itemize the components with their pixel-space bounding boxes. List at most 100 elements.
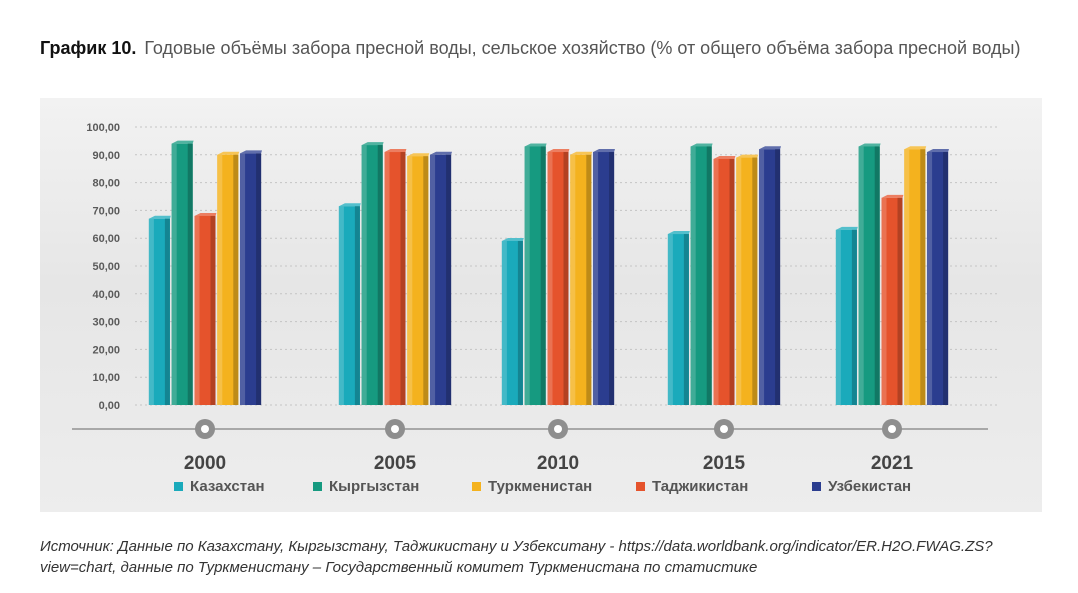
bar — [736, 154, 759, 405]
bar-shadow — [706, 146, 712, 405]
bar-highlight — [593, 152, 599, 405]
y-tick-label: 90,00 — [92, 150, 120, 162]
bar-top — [240, 150, 262, 154]
bar-shadow — [586, 154, 592, 405]
bar-highlight — [881, 197, 887, 405]
bar-shadow — [897, 197, 903, 405]
bar-front — [171, 143, 193, 405]
bar-shadow — [920, 149, 926, 405]
bar-top — [171, 140, 194, 144]
bar-highlight — [835, 229, 841, 405]
y-tick-label: 60,00 — [92, 233, 120, 245]
bar-shadow — [423, 156, 429, 405]
bar-highlight — [148, 218, 154, 405]
bar — [217, 151, 240, 405]
bar — [835, 226, 858, 405]
source-note: Источник: Данные по Казахстану, Кыргызст… — [40, 538, 993, 576]
y-tick-label: 10,00 — [92, 372, 120, 384]
legend-item: Казахстан — [174, 478, 265, 495]
bar-shadow — [683, 234, 689, 405]
bar-shadow — [563, 152, 569, 405]
bar-shadow — [752, 157, 758, 405]
bar-top — [501, 237, 524, 241]
bar-front — [407, 156, 429, 405]
bar-front — [881, 197, 903, 405]
chart-title-block: График 10. Годовые объёмы забора пресной … — [40, 36, 1050, 60]
bar — [547, 149, 570, 405]
bar — [667, 231, 690, 405]
bar-shadow — [164, 218, 170, 405]
bar — [407, 153, 430, 405]
bar — [338, 203, 361, 405]
legend-label: Казахстан — [190, 478, 265, 495]
bar-highlight — [858, 146, 864, 405]
x-tick-label: 2000 — [184, 453, 226, 474]
legend-item: Кыргызстан — [313, 478, 419, 495]
bar-front — [148, 218, 170, 405]
axis-marker-inner — [554, 425, 562, 433]
bar-highlight — [667, 234, 673, 405]
axis-marker — [882, 419, 902, 439]
bar-front — [690, 146, 712, 405]
legend: Казахстан Кыргызстан Туркменистан Таджикист… — [174, 478, 911, 495]
bar — [240, 150, 262, 405]
chart-panel: 0,00 10,00 20,00 30,00 40,00 50,00 60,00 70,00 8… — [40, 98, 1042, 512]
y-tick-label: 30,00 — [92, 317, 120, 329]
legend-swatch — [472, 482, 481, 491]
bar — [927, 149, 949, 405]
bar-front — [194, 215, 216, 405]
bar-top — [407, 153, 430, 157]
bar — [690, 143, 713, 405]
bar — [858, 143, 881, 405]
bar-highlight — [759, 149, 765, 405]
legend-swatch — [636, 482, 645, 491]
bar-shadow — [851, 229, 857, 405]
bar-front — [338, 206, 360, 405]
bar — [430, 151, 452, 405]
axis-marker-inner — [391, 425, 399, 433]
bar-highlight — [194, 215, 200, 405]
bar-top — [713, 155, 736, 159]
axis-marker-inner — [720, 425, 728, 433]
bar-shadow — [187, 143, 193, 405]
bar-front — [759, 149, 781, 405]
x-axis-ticks: 2000 2005 2010 2015 2021 — [184, 453, 914, 474]
bar-top — [667, 231, 690, 235]
axis-marker — [195, 419, 215, 439]
bar-top — [759, 146, 781, 150]
bar — [148, 215, 171, 405]
bar-shadow — [609, 152, 615, 405]
bar-top — [927, 149, 949, 153]
bar-highlight — [501, 240, 507, 405]
figure-label: График 10. — [40, 38, 137, 58]
y-tick-label: 40,00 — [92, 289, 120, 301]
bar-highlight — [690, 146, 696, 405]
bar-front — [217, 154, 239, 405]
bar-front — [835, 229, 857, 405]
x-tick-label: 2015 — [703, 453, 746, 474]
bar-front — [361, 145, 383, 405]
legend-label: Кыргызстан — [329, 478, 419, 495]
bar-top — [524, 143, 547, 147]
bar-highlight — [927, 152, 933, 405]
bar-top — [835, 226, 858, 230]
x-axis — [72, 419, 988, 439]
bar-front — [430, 154, 452, 405]
bar-highlight — [713, 158, 719, 405]
bar-highlight — [384, 152, 390, 405]
bar-shadow — [233, 154, 239, 405]
axis-marker — [548, 419, 568, 439]
bar-front — [240, 153, 262, 405]
axis-marker — [385, 419, 405, 439]
axis-marker-inner — [888, 425, 896, 433]
bar-highlight — [570, 154, 576, 405]
bar-top — [904, 146, 927, 150]
legend-item: Туркменистан — [472, 478, 592, 495]
bar-front — [736, 157, 758, 405]
legend-swatch — [313, 482, 322, 491]
legend-swatch — [174, 482, 183, 491]
bar-highlight — [524, 146, 530, 405]
bar-front — [904, 149, 926, 405]
bar-top — [858, 143, 881, 147]
bar — [570, 151, 593, 405]
